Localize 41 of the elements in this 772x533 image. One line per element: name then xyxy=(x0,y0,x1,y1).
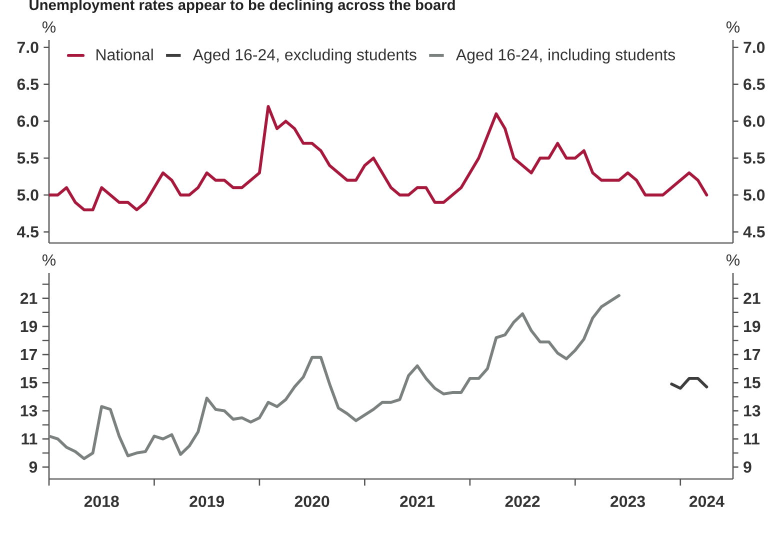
y2-tick-label: 6.0 xyxy=(744,116,765,127)
x-tick-label: 2022 xyxy=(505,496,540,508)
y2-tick-label: 9 xyxy=(744,461,752,473)
y2-tick-label: 17 xyxy=(744,349,760,360)
y-tick-label: 13 xyxy=(20,405,38,416)
y-tick-label: 5.0 xyxy=(17,189,38,201)
y-tick-label: 21 xyxy=(20,292,38,304)
y-tick-label: 4.5 xyxy=(17,226,39,238)
y-tick-label: 6.0 xyxy=(17,116,38,127)
y-axis-title: % xyxy=(42,21,56,33)
y-tick-label: 11 xyxy=(22,433,38,444)
text: Aged 16-24, excluding students xyxy=(192,48,416,64)
x-tick-label: 2024 xyxy=(689,496,724,508)
y2-tick-label: 6.5 xyxy=(744,78,765,90)
y2-tick-label: 5.0 xyxy=(744,189,765,201)
y2-tick-label: 13 xyxy=(744,405,760,416)
y2-axis-title: % xyxy=(726,21,740,33)
y2-tick-label: 21 xyxy=(744,292,760,304)
y2-tick-label: 7.0 xyxy=(744,42,765,54)
y2-axis-title: % xyxy=(726,254,740,266)
y2-tick-label: 4.5 xyxy=(743,226,765,238)
text: Aged 16-24, including students xyxy=(456,48,676,64)
y-tick-label: 7.0 xyxy=(17,42,38,54)
y-tick-label: 5.5 xyxy=(17,152,39,164)
x-tick-label: 2018 xyxy=(84,496,119,508)
x-tick-label: 2023 xyxy=(610,496,645,508)
y2-tick-label: 5.5 xyxy=(744,152,765,164)
x-tick-label: 2021 xyxy=(400,496,435,508)
legend-label: National xyxy=(96,48,153,60)
y-tick-label: 15 xyxy=(20,377,38,388)
y2-tick-label: 11 xyxy=(744,433,760,444)
y-tick-label: 17 xyxy=(20,349,37,360)
x-tick-label: 2019 xyxy=(190,496,224,508)
y-axis-title: % xyxy=(42,254,56,266)
y2-tick-label: 15 xyxy=(744,377,760,388)
y-tick-label: 19 xyxy=(20,320,38,332)
y-tick-label: 6.5 xyxy=(17,78,39,90)
line-series xyxy=(670,376,708,390)
y2-tick-label: 19 xyxy=(744,320,760,332)
x-tick-label: 2020 xyxy=(294,496,330,508)
y-tick-label: 9 xyxy=(29,461,38,473)
